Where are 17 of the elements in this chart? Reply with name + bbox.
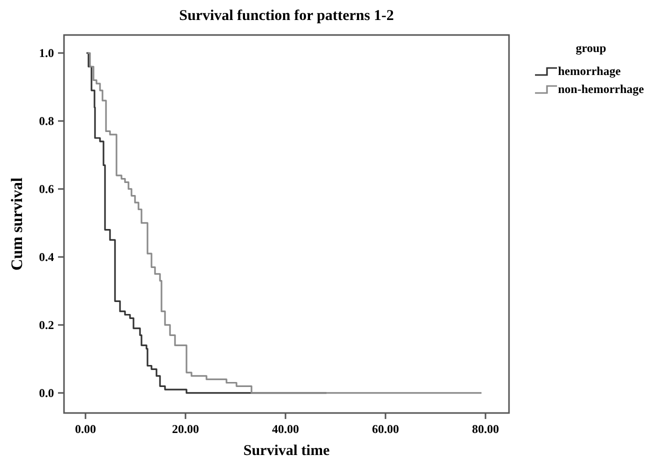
- y-tick-label: 0.2: [39, 318, 54, 332]
- y-tick-label: 1.0: [39, 46, 54, 60]
- x-tick-label: 80.00: [472, 422, 499, 436]
- x-tick-label: 0.00: [75, 422, 96, 436]
- x-tick-label: 40.00: [272, 422, 299, 436]
- y-tick-label: 0.8: [39, 114, 54, 128]
- x-tick-label: 20.00: [172, 422, 199, 436]
- legend-title: group: [576, 41, 607, 55]
- legend-label: hemorrhage: [558, 64, 622, 78]
- chart-title: Survival function for patterns 1-2: [179, 8, 394, 24]
- y-tick-label: 0.6: [39, 182, 54, 196]
- legend-label: non-hemorrhage: [558, 82, 645, 96]
- y-tick-label: 0.0: [39, 386, 54, 400]
- x-axis-title: Survival time: [243, 443, 330, 459]
- y-axis-title: Cum survival: [9, 177, 26, 270]
- x-tick-label: 60.00: [372, 422, 399, 436]
- y-tick-label: 0.4: [39, 250, 54, 264]
